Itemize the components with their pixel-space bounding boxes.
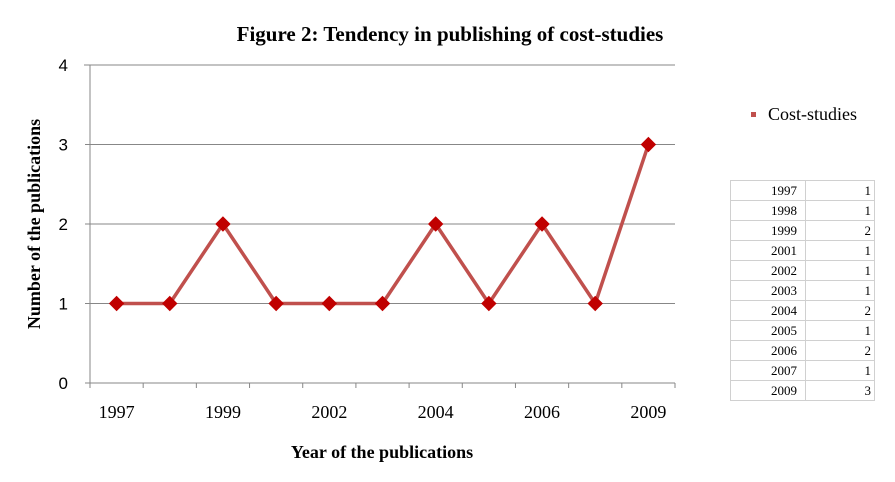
legend-marker [751, 112, 756, 117]
x-tick-label: 2004 [418, 402, 454, 422]
x-tick-label: 2002 [311, 402, 347, 422]
y-tick-label: 0 [59, 374, 68, 393]
table-cell-count: 1 [805, 180, 875, 201]
series-cost-studies [108, 136, 657, 312]
data-point [374, 295, 391, 312]
legend-label: Cost-studies [768, 104, 857, 124]
table-row: 2005 1 [730, 320, 875, 341]
table-cell-year: 2007 [730, 360, 806, 381]
table-row: 2007 1 [730, 360, 875, 381]
table-cell-year: 2003 [730, 280, 806, 301]
table-row: 2003 1 [730, 280, 875, 301]
table-cell-count: 2 [805, 340, 875, 361]
table-cell-count: 1 [805, 200, 875, 221]
data-point [108, 295, 125, 312]
table-row: 2001 1 [730, 240, 875, 261]
data-point [268, 295, 284, 312]
table-cell-year: 2001 [730, 240, 806, 261]
data-point [640, 136, 657, 153]
table-row: 1998 1 [730, 200, 875, 221]
grid-lines [90, 64, 675, 304]
data-point [481, 295, 497, 312]
table-cell-count: 1 [805, 260, 875, 281]
table-row: 1999 2 [730, 220, 875, 241]
table-cell-count: 1 [805, 320, 875, 341]
x-tick-label: 2009 [630, 402, 666, 422]
x-tick-label: 1999 [205, 402, 241, 422]
data-point [427, 216, 444, 232]
x-axis-title: Year of the publications [291, 442, 473, 462]
data-table: 1997 1 1998 1 1999 2 2001 1 2002 1 2003 1 2004 2 2005 1… [730, 180, 875, 401]
table-row: 2009 3 [730, 380, 875, 401]
x-tick-label: 2006 [524, 402, 560, 422]
table-cell-year: 2006 [730, 340, 806, 361]
table-cell-count: 3 [805, 380, 875, 401]
data-point [162, 295, 178, 312]
y-tick-labels: 0 1 2 3 4 [59, 56, 68, 393]
table-row: 2002 1 [730, 260, 875, 281]
table-cell-count: 1 [805, 360, 875, 381]
data-point [321, 295, 338, 312]
table-cell-year: 1999 [730, 220, 806, 241]
y-axis-title: Number of the publications [24, 119, 44, 329]
data-point [215, 216, 231, 232]
x-tick-label: 1997 [99, 402, 135, 422]
x-tick-labels: 1997 1999 2002 2004 2006 2009 [99, 402, 667, 422]
y-tick-label: 3 [59, 136, 68, 155]
legend: Cost-studies [751, 104, 857, 124]
chart-title: Figure 2: Tendency in publishing of cost… [237, 22, 664, 46]
table-cell-year: 2002 [730, 260, 806, 281]
table-row: 2004 2 [730, 300, 875, 321]
table-cell-count: 2 [805, 300, 875, 321]
data-point [587, 295, 603, 312]
data-point [534, 216, 550, 232]
table-cell-count: 1 [805, 280, 875, 301]
table-cell-year: 2009 [730, 380, 806, 401]
table-cell-year: 1998 [730, 200, 806, 221]
axes [84, 64, 676, 388]
table-row: 2006 2 [730, 340, 875, 361]
table-cell-count: 2 [805, 220, 875, 241]
table-cell-year: 1997 [730, 180, 806, 201]
y-tick-label: 1 [59, 295, 68, 314]
table-row: 1997 1 [730, 180, 875, 201]
table-cell-year: 2005 [730, 320, 806, 341]
y-tick-label: 2 [59, 215, 68, 234]
table-cell-count: 1 [805, 240, 875, 261]
table-cell-year: 2004 [730, 300, 806, 321]
y-tick-label: 4 [59, 56, 68, 75]
